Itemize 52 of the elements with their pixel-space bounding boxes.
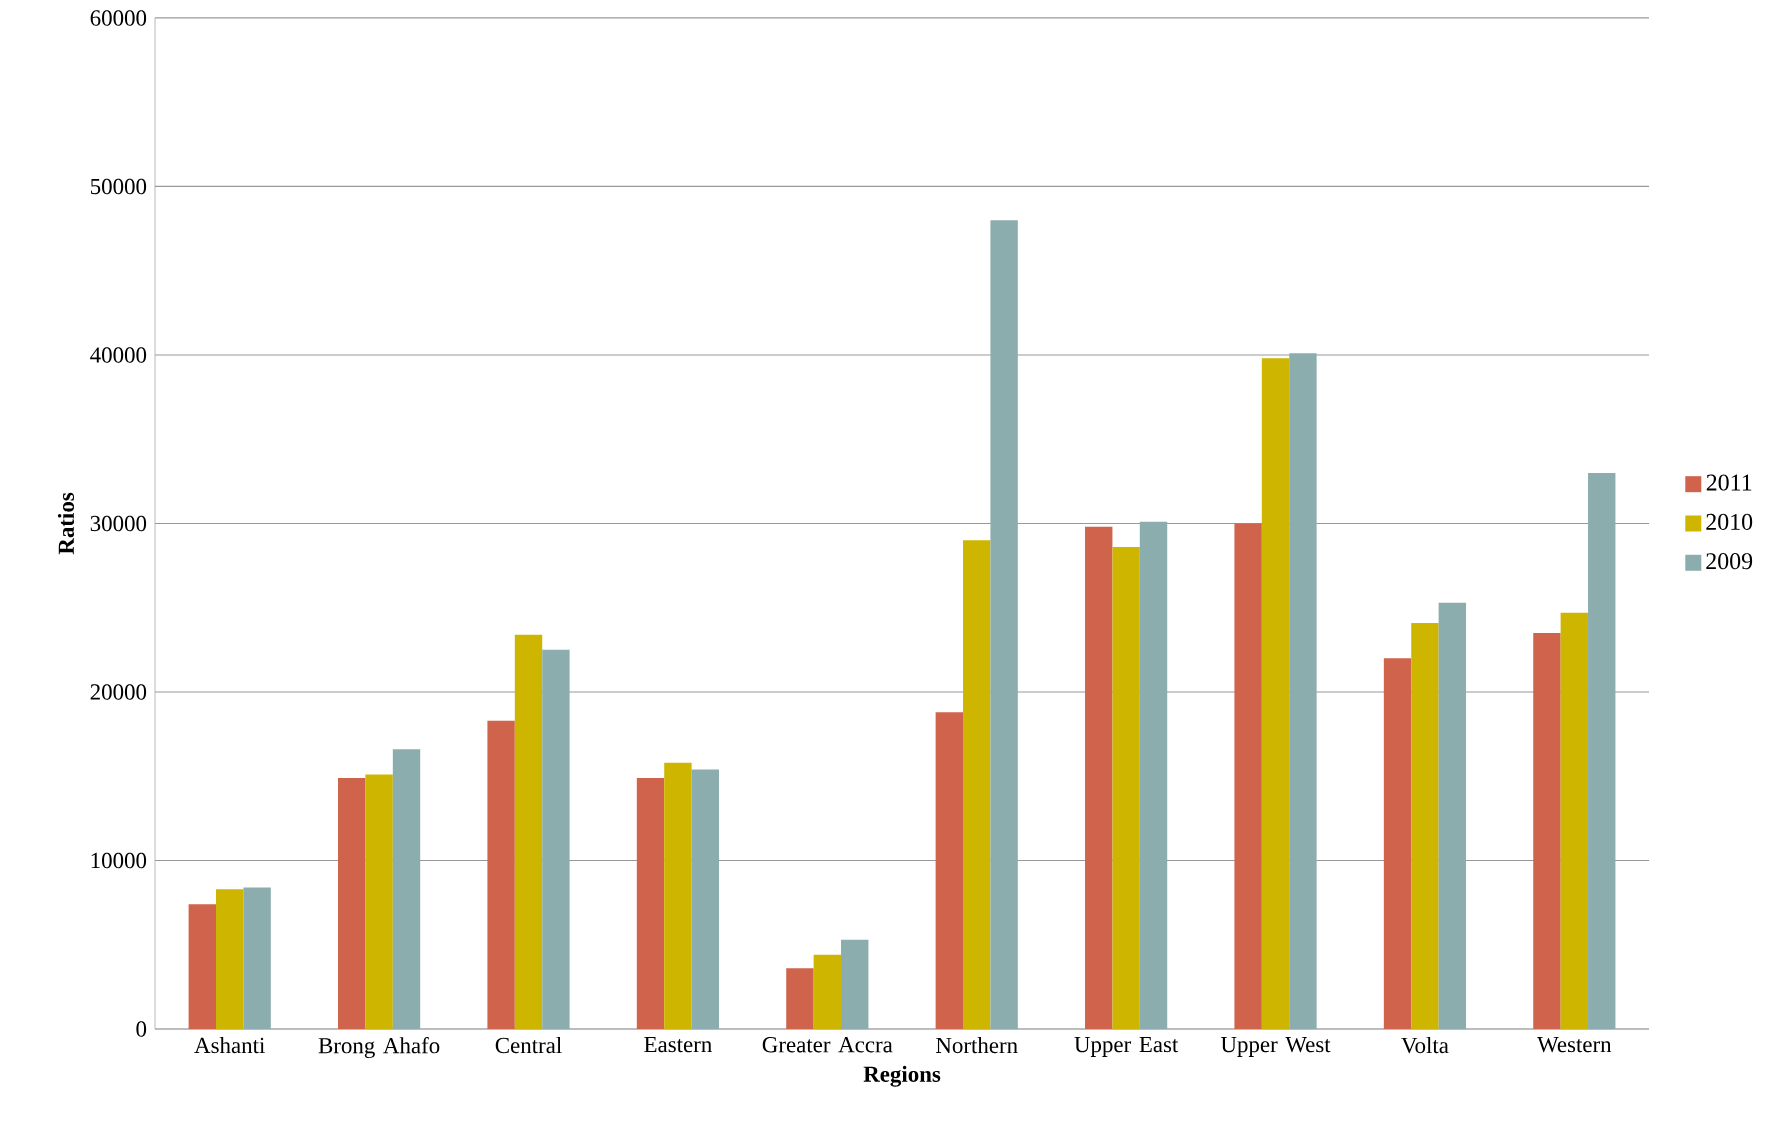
bar — [392, 749, 421, 1029]
x-tick-label: Central — [495, 1037, 562, 1054]
x-tick-label: Ashanti — [194, 1037, 265, 1054]
bar — [990, 220, 1018, 1029]
x-tick-label: Upper West — [1220, 1037, 1331, 1057]
bar — [1533, 633, 1561, 1029]
y-tick-label: 20000 — [90, 684, 147, 700]
x-axis-title: Regions — [863, 1065, 941, 1087]
bar — [841, 939, 869, 1029]
legend-label: 2011 — [1706, 474, 1752, 491]
bar — [636, 777, 665, 1029]
bar — [1438, 602, 1467, 1029]
x-tick-label: Eastern — [644, 1037, 712, 1053]
legend-label: 2009 — [1706, 553, 1753, 570]
y-axis-title: Ratios — [57, 492, 75, 555]
bar — [963, 540, 991, 1029]
x-tick-label: Northern — [936, 1037, 1018, 1054]
y-tick-label: 50000 — [91, 178, 147, 195]
bar — [1261, 358, 1290, 1029]
x-tick-label: Brong Ahafo — [318, 1037, 440, 1059]
bar — [243, 887, 271, 1029]
bar — [1112, 547, 1140, 1029]
y-tick-label: 30000 — [90, 515, 147, 532]
bar — [1560, 612, 1589, 1029]
legend-label: 2010 — [1706, 513, 1753, 530]
bar — [1289, 353, 1317, 1029]
bar — [1139, 521, 1168, 1029]
bar — [1085, 526, 1113, 1029]
bar — [691, 769, 720, 1029]
x-tick-label: Greater Accra — [762, 1037, 893, 1053]
y-tick-label: 0 — [136, 1021, 147, 1037]
bar — [935, 712, 964, 1029]
bar — [664, 762, 692, 1029]
x-tick-label: Volta — [1401, 1037, 1449, 1054]
bar — [188, 904, 217, 1029]
bar — [813, 954, 842, 1029]
y-tick-label: 60000 — [90, 10, 147, 26]
bar — [786, 968, 814, 1029]
y-tick-label: 40000 — [90, 347, 147, 363]
y-tick-label: 10000 — [91, 852, 147, 869]
bar — [216, 889, 244, 1029]
bar — [338, 777, 366, 1029]
bar — [487, 720, 515, 1029]
bar — [365, 774, 393, 1029]
bar — [542, 649, 570, 1029]
bar — [514, 634, 543, 1029]
bar — [1411, 622, 1439, 1029]
x-tick-label: Upper East — [1074, 1037, 1179, 1057]
bar — [1588, 472, 1616, 1029]
bar — [1383, 658, 1412, 1029]
x-tick-label: Western — [1537, 1037, 1612, 1053]
bar — [1234, 523, 1262, 1029]
